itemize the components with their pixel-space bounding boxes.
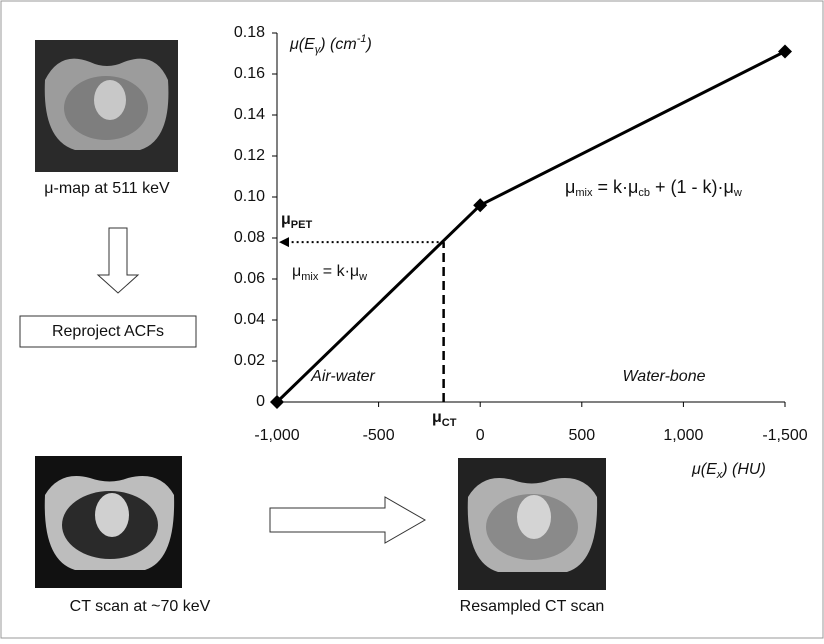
ct-image — [35, 456, 182, 588]
equation: μmix = k·μw — [292, 263, 367, 283]
mu-ct-label: μCT — [432, 409, 457, 429]
y-tick-label: 0.18 — [234, 24, 265, 41]
x-tick-label: -1,000 — [254, 427, 299, 444]
x-axis-title: μ(Ex) (HU) — [691, 461, 766, 481]
eq-part: w — [358, 271, 367, 283]
y-tick-label: 0.12 — [234, 147, 265, 164]
x-tick-label: 500 — [568, 427, 595, 444]
mu-map-image — [35, 40, 178, 172]
x-tick-label: 1,000 — [663, 427, 703, 444]
x-tick-label: -500 — [363, 427, 395, 444]
caption: μ-map at 511 keV — [44, 180, 170, 197]
label-part: PET — [291, 219, 313, 231]
eq-part: + (1 - k)·μ — [650, 177, 734, 197]
data-point — [270, 395, 284, 409]
label-part: x — [716, 469, 723, 481]
label-part: μ(E — [691, 461, 717, 478]
label-part: γ — [315, 44, 322, 56]
eq-part: = k·μ — [318, 263, 359, 280]
resampled-image — [458, 458, 606, 590]
y-tick-label: 0.10 — [234, 188, 265, 205]
data-point — [473, 198, 488, 213]
y-tick-label: 0.06 — [234, 270, 265, 287]
y-axis-title: μ(Eγ) (cm-1) — [289, 33, 372, 56]
caption: CT scan at ~70 keV — [70, 598, 211, 615]
y-tick-label: 0 — [256, 393, 265, 410]
equation: μmix = k·μcb + (1 - k)·μw — [565, 177, 742, 199]
eq-part: cb — [638, 187, 650, 199]
eq-part: μ — [292, 263, 301, 280]
eq-part: = k·μ — [592, 177, 638, 197]
eq-part: mix — [575, 187, 593, 199]
label-part: μ — [281, 211, 291, 228]
right-arrow — [269, 496, 427, 544]
y-tick-label: 0.16 — [234, 65, 265, 82]
label-part: μ(E — [289, 36, 315, 53]
eq-part: mix — [301, 271, 319, 283]
label-part: ) (cm — [318, 36, 356, 53]
y-tick-label: 0.02 — [234, 352, 265, 369]
label-part: μ — [432, 409, 442, 426]
label-part: ) (HU) — [720, 461, 766, 478]
caption: Reproject ACFs — [52, 323, 164, 340]
x-tick-label: -1,500 — [762, 427, 807, 444]
eq-part: μ — [565, 177, 575, 197]
y-tick-label: 0.04 — [234, 311, 265, 328]
data-point — [778, 44, 792, 59]
eq-part: w — [733, 187, 742, 199]
label-part: CT — [442, 417, 457, 429]
x-tick-label: 0 — [476, 427, 485, 444]
y-tick-label: 0.08 — [234, 229, 265, 246]
y-tick-label: 0.14 — [234, 106, 265, 123]
arrowhead — [279, 237, 289, 248]
region-label: Water-bone — [622, 368, 705, 385]
region-label: Air-water — [310, 368, 375, 385]
box — [19, 315, 197, 348]
label-part: -1 — [357, 33, 367, 45]
mu-pet-label: μPET — [281, 211, 312, 231]
caption: Resampled CT scan — [460, 598, 605, 615]
label-part: ) — [364, 36, 371, 53]
down-arrow — [96, 227, 140, 294]
